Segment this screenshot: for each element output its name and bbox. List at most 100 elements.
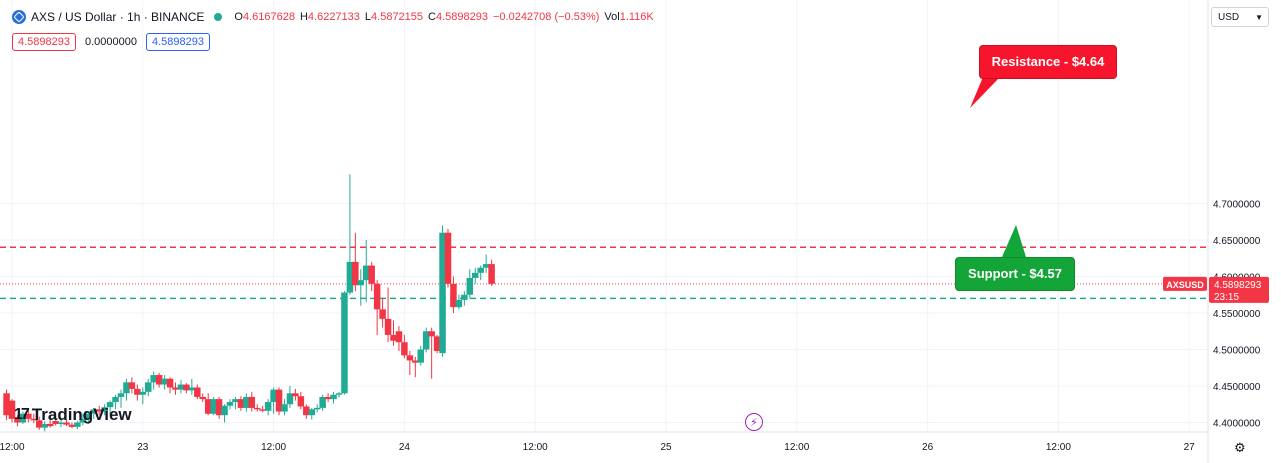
symbol-title[interactable]: AXS / US Dollar · 1h · BINANCE: [31, 10, 205, 24]
candle[interactable]: [455, 294, 463, 310]
candle[interactable]: [417, 345, 425, 366]
candle[interactable]: [128, 377, 136, 394]
candle[interactable]: [422, 327, 430, 353]
candle[interactable]: [286, 386, 294, 408]
candle[interactable]: [390, 320, 397, 346]
candle[interactable]: [199, 393, 207, 403]
candle[interactable]: [183, 383, 190, 394]
candle[interactable]: [319, 394, 326, 411]
last-price-label[interactable]: 4.5898293: [1214, 280, 1262, 291]
candle[interactable]: [373, 280, 381, 335]
candle[interactable]: [74, 421, 81, 430]
candle[interactable]: [254, 404, 261, 412]
candle[interactable]: [275, 387, 283, 416]
candle[interactable]: [379, 298, 386, 328]
candle[interactable]: [281, 399, 288, 416]
candle[interactable]: [439, 225, 446, 357]
candle[interactable]: [384, 287, 392, 343]
candle[interactable]: [90, 407, 98, 419]
candle[interactable]: [324, 393, 332, 403]
candle[interactable]: [264, 399, 272, 416]
candle[interactable]: [68, 422, 76, 429]
candle[interactable]: [14, 415, 21, 427]
candle[interactable]: [248, 391, 256, 412]
candle[interactable]: [313, 404, 321, 413]
candle[interactable]: [150, 371, 157, 390]
candle[interactable]: [204, 393, 212, 416]
candle[interactable]: [406, 350, 414, 376]
candle[interactable]: [461, 291, 468, 306]
candle[interactable]: [472, 267, 479, 284]
candle[interactable]: [101, 404, 108, 416]
candle[interactable]: [139, 387, 147, 405]
candle[interactable]: [166, 377, 174, 394]
candle[interactable]: [123, 378, 130, 401]
candle[interactable]: [368, 261, 375, 292]
candle[interactable]: [346, 174, 354, 295]
candle[interactable]: [477, 265, 484, 281]
candle[interactable]: [450, 276, 457, 314]
candle[interactable]: [177, 380, 185, 394]
candle[interactable]: [330, 391, 337, 404]
candle[interactable]: [401, 334, 408, 359]
candle[interactable]: [155, 372, 163, 388]
candle[interactable]: [270, 387, 277, 414]
candle[interactable]: [363, 240, 370, 303]
candle[interactable]: [117, 389, 125, 408]
candle[interactable]: [428, 327, 435, 379]
candle[interactable]: [237, 396, 245, 411]
lightning-icon[interactable]: ⚡: [745, 413, 763, 431]
candle[interactable]: [161, 375, 168, 390]
candle[interactable]: [243, 393, 250, 412]
candle[interactable]: [210, 396, 217, 416]
candle[interactable]: [395, 326, 403, 351]
candle[interactable]: [145, 378, 152, 397]
candle[interactable]: [106, 400, 114, 414]
candle[interactable]: [466, 269, 474, 299]
candle[interactable]: [172, 382, 179, 395]
candle[interactable]: [226, 399, 234, 410]
candle[interactable]: [41, 421, 48, 432]
last-price-label-bg[interactable]: [1209, 276, 1269, 303]
candle[interactable]: [341, 291, 348, 395]
candle[interactable]: [30, 413, 38, 424]
candle[interactable]: [36, 416, 43, 430]
candle[interactable]: [433, 334, 441, 354]
candle[interactable]: [444, 229, 452, 288]
candle[interactable]: [352, 232, 359, 292]
candle[interactable]: [46, 418, 54, 428]
resistance-callout[interactable]: Resistance - $4.64: [979, 45, 1117, 79]
candle[interactable]: [357, 269, 365, 306]
candle[interactable]: [112, 394, 119, 410]
candle[interactable]: [215, 396, 223, 419]
candle[interactable]: [335, 391, 343, 398]
candle[interactable]: [292, 388, 299, 401]
candle[interactable]: [482, 254, 490, 273]
candle[interactable]: [63, 419, 70, 427]
tradingview-logo[interactable]: 17 TradingView: [14, 405, 132, 425]
candle[interactable]: [194, 384, 201, 400]
candle[interactable]: [95, 405, 103, 416]
candle[interactable]: [297, 391, 305, 410]
candle[interactable]: [25, 409, 32, 423]
market-status-icon[interactable]: [214, 13, 223, 21]
candle[interactable]: [259, 405, 266, 413]
support-callout[interactable]: Support - $4.57: [955, 257, 1075, 291]
candle[interactable]: [412, 356, 419, 378]
candle[interactable]: [134, 384, 141, 401]
candle[interactable]: [19, 411, 27, 424]
gear-icon[interactable]: ⚙: [1234, 440, 1246, 455]
candle[interactable]: [85, 411, 92, 424]
candle[interactable]: [232, 396, 239, 410]
candle[interactable]: [3, 389, 10, 421]
candle[interactable]: [188, 378, 196, 395]
currency-select[interactable]: USD ▼: [1211, 7, 1269, 27]
candle[interactable]: [308, 407, 316, 420]
sell-price-box[interactable]: 4.5898293: [12, 33, 76, 51]
candle[interactable]: [221, 404, 228, 423]
candle[interactable]: [79, 413, 87, 426]
candle[interactable]: [488, 259, 495, 286]
candle[interactable]: [8, 399, 16, 423]
candle[interactable]: [52, 420, 59, 426]
